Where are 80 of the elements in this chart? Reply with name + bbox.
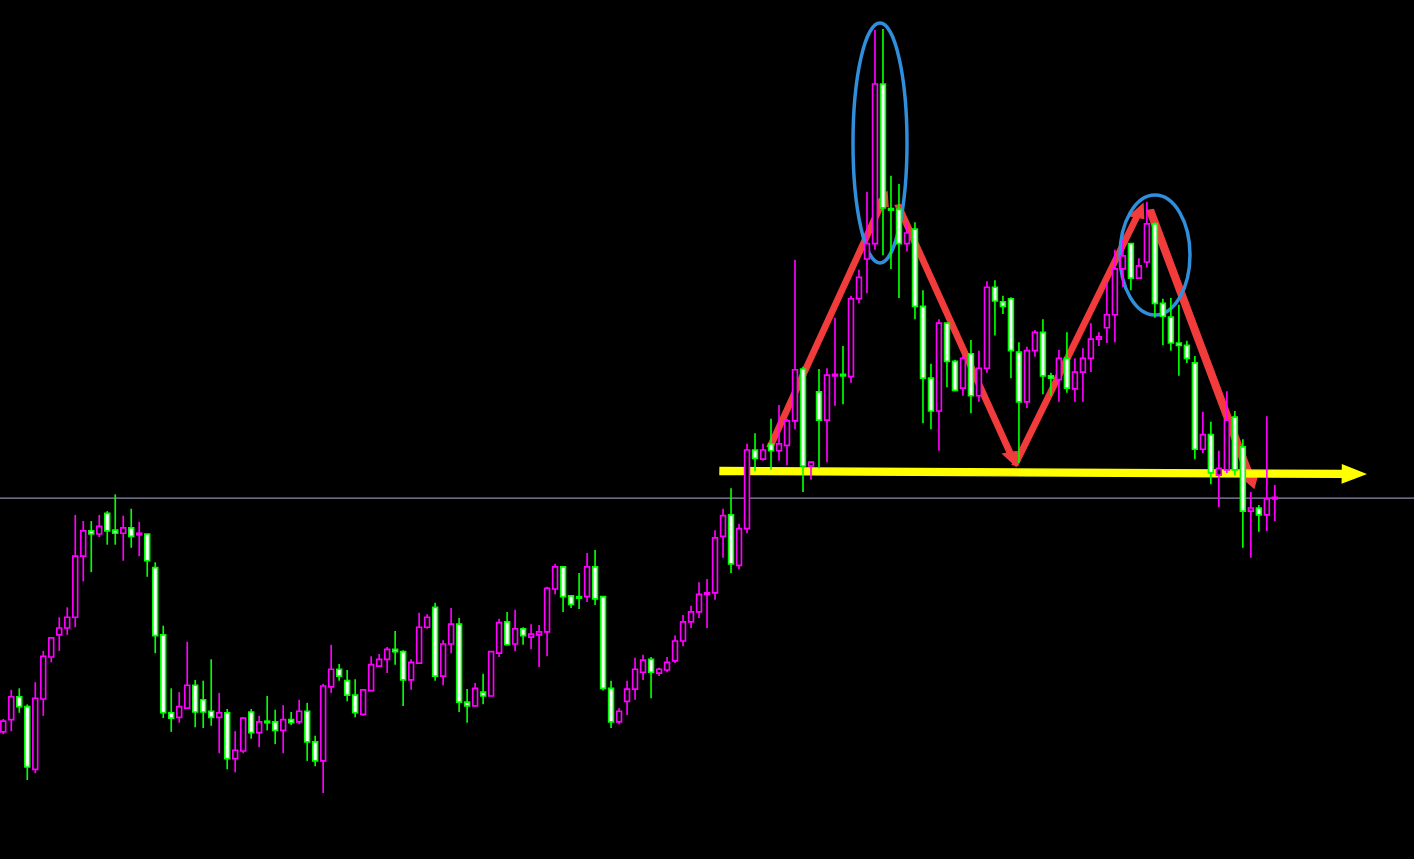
candlestick: [807, 461, 815, 481]
candlestick: [128, 507, 135, 549]
candlestick: [767, 417, 775, 471]
candlestick: [96, 514, 103, 538]
candlestick: [1103, 281, 1111, 344]
candlestick: [839, 345, 847, 405]
candlestick: [64, 606, 71, 636]
candlestick: [479, 672, 487, 706]
candlestick: [887, 174, 895, 270]
candlestick: [56, 616, 63, 652]
candlestick: [903, 221, 911, 253]
candlestick: [311, 734, 319, 768]
candlestick: [207, 658, 215, 727]
candlestick: [647, 656, 655, 700]
candlestick: [719, 507, 727, 559]
candlestick: [1047, 371, 1055, 397]
candlestick: [1071, 357, 1079, 403]
candlestick: [167, 687, 175, 733]
candlestick: [631, 656, 639, 701]
candlestick: [247, 708, 255, 740]
candlestick: [751, 432, 759, 473]
candlestick: [215, 692, 223, 755]
candlestick: [511, 608, 519, 652]
candlestick: [343, 669, 351, 703]
candlestick: [1055, 349, 1063, 403]
candlestick: [88, 520, 95, 574]
candlestick: [1119, 239, 1127, 289]
candlestick: [1031, 329, 1039, 358]
candlestick: [255, 714, 263, 748]
candlestick: [407, 658, 415, 691]
candlestick: [383, 646, 391, 674]
candlestick: [1183, 339, 1191, 364]
candlestick: [1271, 484, 1279, 522]
candlestick: [183, 640, 191, 710]
candlestick: [8, 689, 15, 732]
candlestick: [263, 695, 271, 732]
candlestick: [855, 268, 863, 305]
candlestick: [104, 510, 111, 546]
candlestick: [120, 514, 127, 562]
candlestick: [1215, 449, 1223, 509]
candlestick: [703, 578, 711, 629]
candlestick: [775, 404, 783, 462]
candlestick: [695, 581, 703, 619]
candlestick: [551, 562, 559, 596]
candlestick: [351, 678, 359, 719]
candlestick: [271, 708, 279, 745]
candlestick: [135, 520, 143, 558]
candlestick: [831, 316, 839, 407]
candlestick: [1255, 504, 1263, 533]
candlestick: [679, 614, 687, 648]
candlestick: [535, 624, 543, 668]
candlestick: [1079, 347, 1087, 403]
candlestick: [199, 679, 207, 729]
candlestick: [991, 279, 999, 337]
candlestick: [48, 637, 55, 664]
candlestick: [639, 653, 647, 681]
candlestick: [687, 604, 695, 629]
candlestick: [527, 623, 535, 651]
candlestick: [1199, 410, 1207, 454]
candlestick: [1263, 415, 1271, 532]
candlestick: [112, 493, 119, 546]
candlestick: [1247, 491, 1255, 559]
candlestick: [575, 572, 583, 610]
candlestick: [447, 607, 455, 655]
candlestick: [1175, 303, 1183, 377]
candlestick: [1135, 257, 1143, 280]
candlestick: [279, 704, 287, 755]
candlestick: [463, 688, 471, 724]
candlestick: [295, 698, 303, 726]
candlestick: [1087, 322, 1095, 373]
candlestick: [623, 679, 631, 716]
candlestick: [671, 634, 679, 664]
candlestick: [327, 643, 335, 694]
candlestick: [471, 682, 479, 707]
candlestick: [175, 691, 183, 724]
candlestick: [231, 730, 239, 774]
candlestick: [1159, 297, 1167, 347]
candlestick: [503, 611, 511, 646]
candlestick: [999, 294, 1007, 315]
candlestick: [863, 190, 871, 295]
